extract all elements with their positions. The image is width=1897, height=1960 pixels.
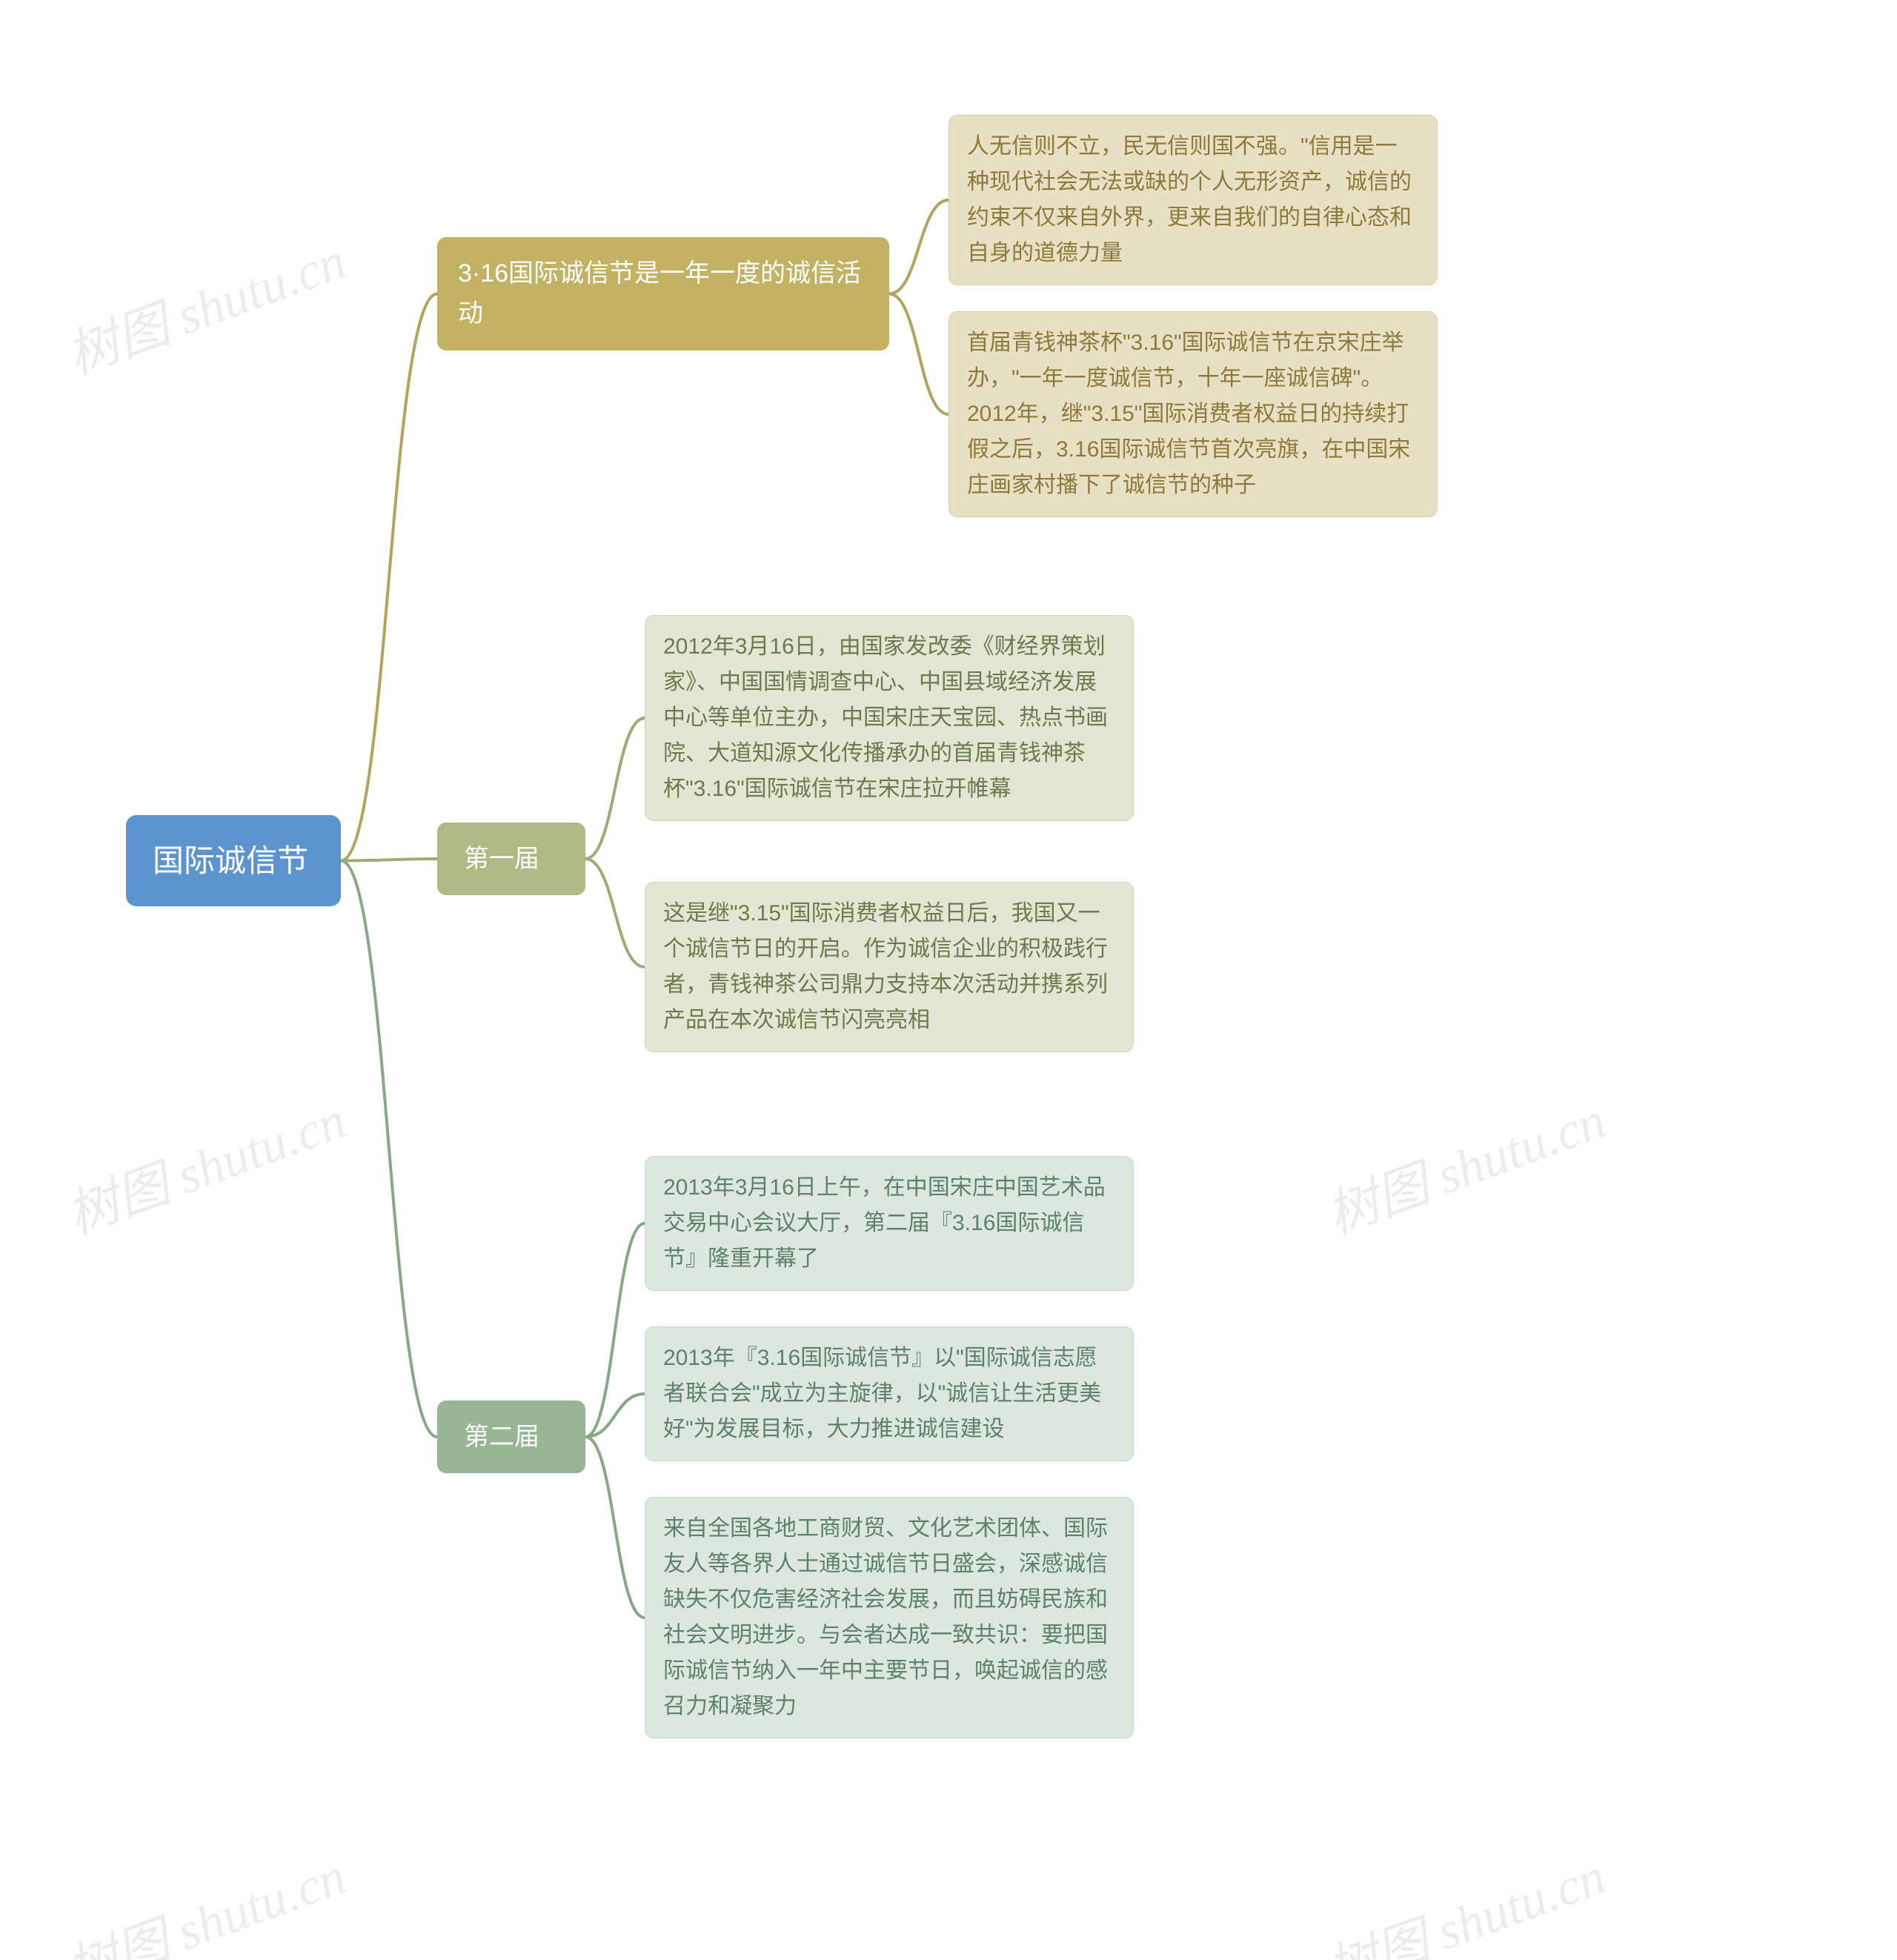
branch-first-session: 第一届 — [437, 823, 585, 895]
watermark: 树图 shutu.cn — [56, 1835, 355, 1960]
leaf-second-0: 2013年3月16日上午，在中国宋庄中国艺术品交易中心会议大厅，第二届『3.16… — [645, 1156, 1134, 1291]
leaf-second-1: 2013年『3.16国际诚信节』以"国际诚信志愿者联合会"成立为主旋律，以"诚信… — [645, 1326, 1134, 1461]
leaf-first-1: 这是继"3.15"国际消费者权益日后，我国又一个诚信节日的开启。作为诚信企业的积… — [645, 882, 1134, 1052]
watermark: 树图 shutu.cn — [56, 1079, 355, 1249]
branch-intro: 3·16国际诚信节是一年一度的诚信活动 — [437, 237, 889, 351]
watermark: 树图 shutu.cn — [1315, 1835, 1615, 1960]
watermark: 树图 shutu.cn — [1315, 1079, 1615, 1249]
branch-second-session: 第二届 — [437, 1401, 585, 1473]
root-node: 国际诚信节 — [126, 815, 341, 906]
leaf-second-2: 来自全国各地工商财贸、文化艺术团体、国际友人等各界人士通过诚信节日盛会，深感诚信… — [645, 1497, 1134, 1738]
leaf-first-0: 2012年3月16日，由国家发改委《财经界策划家》、中国国情调查中心、中国县域经… — [645, 615, 1134, 821]
leaf-intro-0: 人无信则不立，民无信则国不强。"信用是一种现代社会无法或缺的个人无形资产，诚信的… — [948, 115, 1438, 285]
leaf-intro-1: 首届青钱神茶杯"3.16"国际诚信节在京宋庄举办，"一年一度诚信节，十年一座诚信… — [948, 311, 1438, 517]
watermark: 树图 shutu.cn — [56, 219, 355, 389]
